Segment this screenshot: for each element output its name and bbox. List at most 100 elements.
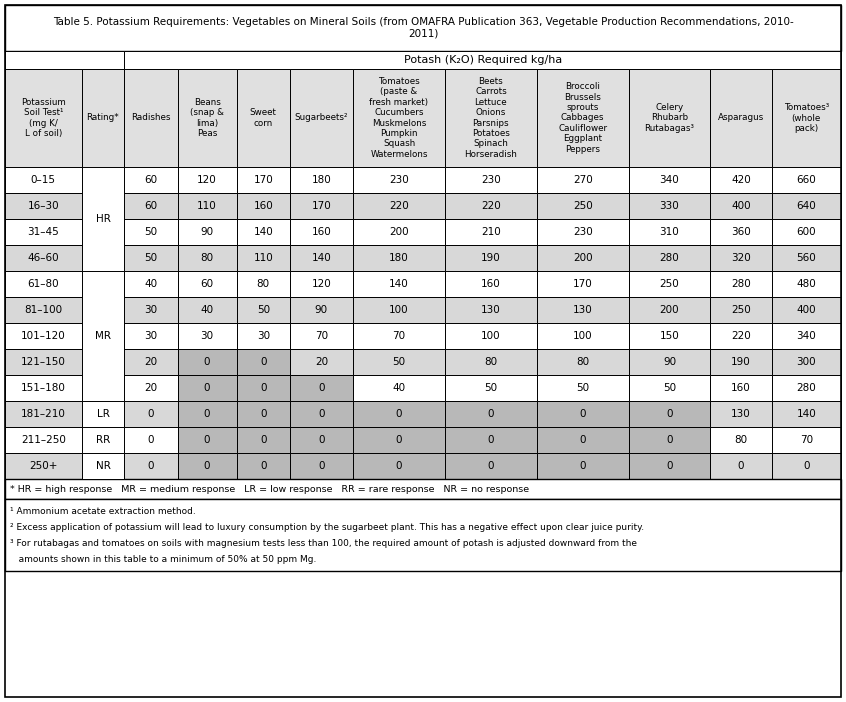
Text: 100: 100: [389, 305, 409, 315]
Text: 60: 60: [201, 279, 214, 289]
Text: Tomatoes³
(whole
pack): Tomatoes³ (whole pack): [783, 103, 829, 133]
Bar: [445, 271, 537, 297]
Bar: [237, 349, 290, 375]
Bar: [178, 375, 237, 401]
Text: 0: 0: [148, 461, 154, 471]
Text: NR: NR: [96, 461, 111, 471]
Text: 0: 0: [667, 461, 673, 471]
Bar: [81, 271, 124, 297]
Bar: [237, 401, 290, 427]
Bar: [5, 323, 81, 349]
Bar: [5, 427, 81, 453]
Bar: [178, 401, 237, 427]
Bar: [711, 323, 772, 349]
Bar: [81, 453, 124, 479]
Text: 0: 0: [580, 435, 586, 445]
Bar: [124, 323, 178, 349]
Text: ³ For rutabagas and tomatoes on soils with magnesium tests less than 100, the re: ³ For rutabagas and tomatoes on soils wi…: [10, 539, 637, 548]
Bar: [5, 5, 841, 51]
Text: * HR = high response   MR = medium response   LR = low response   RR = rare resp: * HR = high response MR = medium respons…: [10, 484, 529, 494]
Text: 280: 280: [660, 253, 679, 263]
Text: 0: 0: [738, 461, 744, 471]
Text: 230: 230: [481, 175, 501, 185]
Bar: [445, 401, 537, 427]
Text: Table 5. Potassium Requirements: Vegetables on Mineral Soils (from OMAFRA Public: Table 5. Potassium Requirements: Vegetab…: [52, 18, 794, 39]
Text: MR: MR: [95, 331, 111, 341]
Bar: [237, 271, 290, 297]
Bar: [5, 375, 81, 401]
Bar: [353, 453, 445, 479]
Text: 151–180: 151–180: [21, 383, 66, 393]
Bar: [537, 69, 629, 167]
Text: 0: 0: [803, 461, 810, 471]
Bar: [237, 245, 290, 271]
Bar: [178, 297, 237, 323]
Text: 181–210: 181–210: [21, 409, 66, 419]
Bar: [772, 375, 841, 401]
Bar: [353, 245, 445, 271]
Bar: [5, 245, 81, 271]
Bar: [5, 219, 81, 245]
Text: 50: 50: [663, 383, 676, 393]
Bar: [81, 167, 124, 271]
Bar: [772, 219, 841, 245]
Text: 50: 50: [576, 383, 590, 393]
Bar: [772, 427, 841, 453]
Bar: [711, 401, 772, 427]
Bar: [124, 167, 178, 193]
Text: 50: 50: [145, 227, 157, 237]
Bar: [711, 453, 772, 479]
Text: 0: 0: [318, 383, 325, 393]
Text: 0: 0: [204, 461, 211, 471]
Text: 210: 210: [481, 227, 501, 237]
Bar: [711, 193, 772, 219]
Text: 60: 60: [145, 201, 157, 211]
Bar: [629, 167, 711, 193]
Text: 0: 0: [260, 435, 266, 445]
Text: 0: 0: [260, 461, 266, 471]
Bar: [353, 401, 445, 427]
Text: 30: 30: [145, 331, 157, 341]
Bar: [537, 427, 629, 453]
Bar: [124, 349, 178, 375]
Bar: [81, 401, 124, 427]
Text: 50: 50: [145, 253, 157, 263]
Bar: [772, 69, 841, 167]
Bar: [629, 349, 711, 375]
Bar: [629, 245, 711, 271]
Text: 150: 150: [660, 331, 679, 341]
Text: 160: 160: [311, 227, 332, 237]
Text: 20: 20: [145, 357, 157, 367]
Text: 140: 140: [311, 253, 332, 263]
Bar: [772, 167, 841, 193]
Bar: [629, 401, 711, 427]
Bar: [81, 349, 124, 375]
Bar: [81, 193, 124, 219]
Bar: [353, 297, 445, 323]
Text: 330: 330: [660, 201, 679, 211]
Text: 0–15: 0–15: [30, 175, 56, 185]
Text: 340: 340: [796, 331, 816, 341]
Bar: [237, 323, 290, 349]
Bar: [81, 375, 124, 401]
Text: Beets
Carrots
Lettuce
Onions
Parsnips
Potatoes
Spinach
Horseradish: Beets Carrots Lettuce Onions Parsnips Po…: [464, 77, 517, 159]
Bar: [445, 427, 537, 453]
Bar: [772, 349, 841, 375]
Text: 130: 130: [731, 409, 751, 419]
Bar: [537, 453, 629, 479]
Bar: [537, 297, 629, 323]
Bar: [237, 219, 290, 245]
Bar: [353, 323, 445, 349]
Bar: [81, 69, 124, 167]
Bar: [5, 479, 841, 499]
Bar: [81, 401, 124, 427]
Text: amounts shown in this table to a minimum of 50% at 50 ppm Mg.: amounts shown in this table to a minimum…: [10, 555, 316, 564]
Text: 0: 0: [396, 409, 402, 419]
Bar: [124, 193, 178, 219]
Text: 0: 0: [318, 409, 325, 419]
Bar: [237, 193, 290, 219]
Text: 0: 0: [204, 357, 211, 367]
Bar: [353, 375, 445, 401]
Bar: [290, 245, 353, 271]
Bar: [629, 219, 711, 245]
